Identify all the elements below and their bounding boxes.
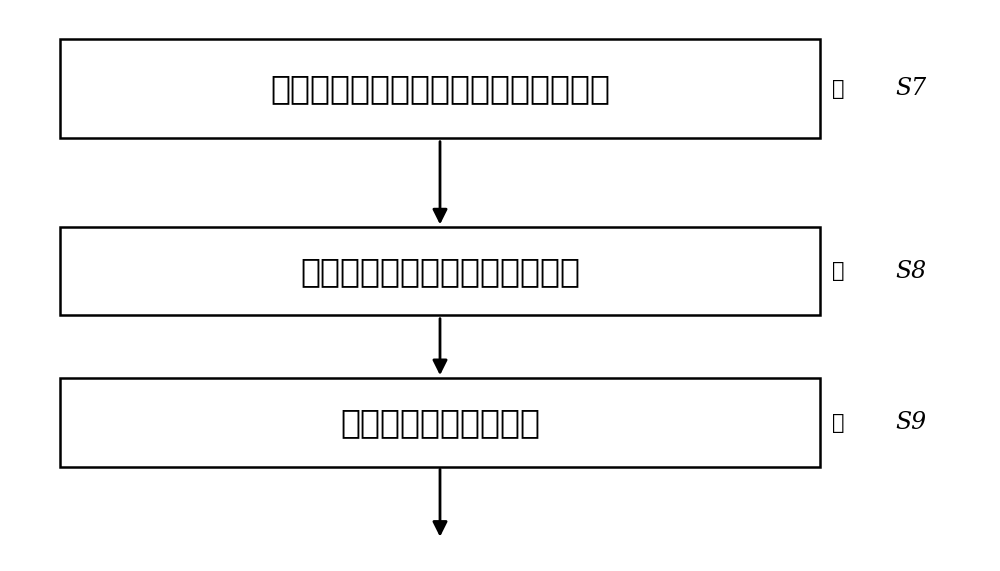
Text: 计算前序各压轮位置数据的调整变化值: 计算前序各压轮位置数据的调整变化值	[270, 72, 610, 105]
Text: ～: ～	[832, 412, 844, 433]
Bar	[60, 378, 820, 467]
Text: 调整后续压轮位置数据: 调整后续压轮位置数据	[340, 406, 540, 439]
Bar	[60, 39, 820, 139]
Text: S9: S9	[895, 411, 926, 434]
Text: 生成布缆机中缆线的实际速度值: 生成布缆机中缆线的实际速度值	[300, 255, 580, 288]
Text: S7: S7	[895, 77, 926, 100]
Text: ～: ～	[832, 261, 844, 282]
Text: ～: ～	[832, 78, 844, 99]
Bar	[60, 227, 820, 315]
Text: S8: S8	[895, 260, 926, 283]
